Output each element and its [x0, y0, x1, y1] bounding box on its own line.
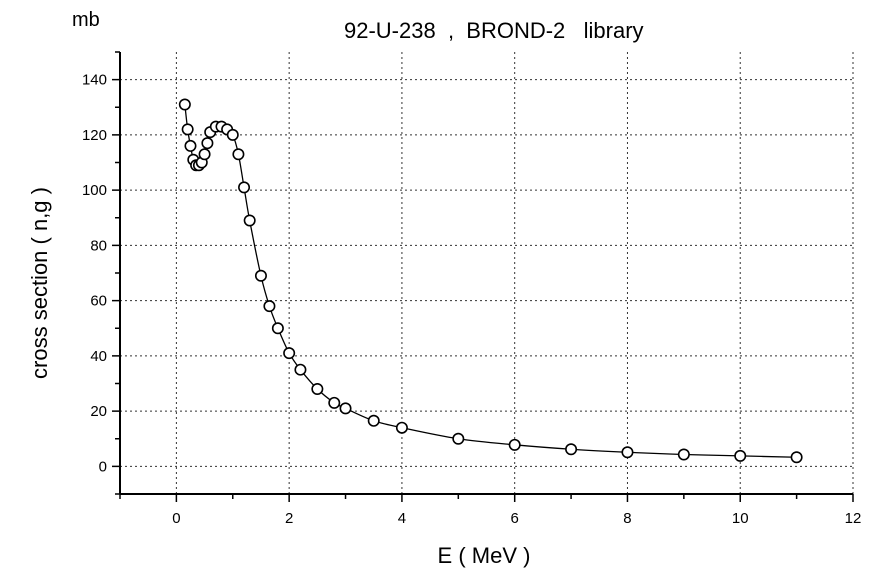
data-point [181, 123, 194, 136]
y-unit-label: mb [72, 9, 100, 31]
data-point [677, 448, 690, 461]
data-point [271, 322, 284, 335]
x-tick-label: 2 [285, 510, 293, 527]
x-tick-label: 4 [398, 510, 406, 527]
series-line [184, 104, 797, 458]
x-tick-label: 6 [511, 510, 519, 527]
data-point [263, 300, 276, 313]
data-markers [178, 98, 803, 464]
data-point [226, 128, 239, 141]
data-point [367, 414, 380, 427]
y-tick-label: 80 [90, 237, 107, 254]
data-point [328, 396, 341, 409]
data-point [238, 181, 251, 194]
grid-lines [120, 52, 854, 494]
data-point [243, 214, 256, 227]
data-point [339, 402, 352, 415]
data-point [198, 148, 211, 161]
chart-title: 92-U-238 , BROND-2 library [344, 18, 644, 43]
y-tick-label: 40 [90, 348, 107, 365]
x-tick-label: 0 [172, 510, 180, 527]
x-axis-title: E ( MeV ) [438, 543, 531, 568]
data-point [395, 421, 408, 434]
x-tick-label: 8 [623, 510, 631, 527]
x-tick-label: 12 [845, 510, 862, 527]
x-tick-label: 10 [732, 510, 749, 527]
axes [112, 51, 854, 502]
data-point [734, 449, 747, 462]
data-point [201, 137, 214, 150]
data-point [311, 383, 324, 396]
data-point [178, 98, 191, 111]
y-tick-label: 0 [99, 458, 107, 475]
tick-labels: 0 20 40 60 80 100 120 140 0 2 4 6 8 10 12 [82, 72, 861, 527]
data-curve [184, 104, 797, 458]
data-point [565, 443, 578, 456]
y-tick-label: 100 [82, 182, 107, 199]
data-point [790, 451, 803, 464]
data-point [283, 347, 296, 360]
data-point [184, 139, 197, 152]
data-point [452, 432, 465, 445]
data-point [508, 438, 521, 451]
y-tick-label: 20 [90, 403, 107, 420]
data-point [621, 446, 634, 459]
data-point [254, 269, 267, 282]
y-tick-label: 60 [90, 293, 107, 310]
y-tick-label: 120 [82, 127, 107, 144]
y-axis-title: cross section ( n,g ) [27, 187, 52, 379]
data-point [294, 363, 307, 376]
data-point [232, 148, 245, 161]
y-tick-label: 140 [82, 72, 107, 89]
